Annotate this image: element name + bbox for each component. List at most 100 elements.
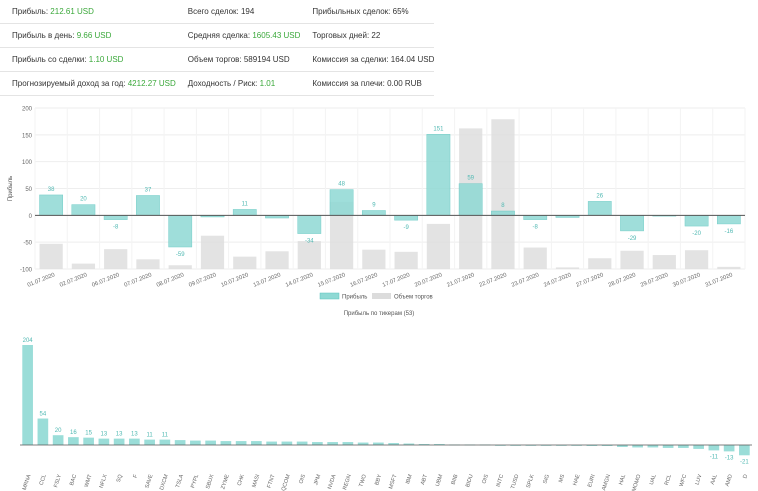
x-tick-label: 27.07.2020 [575, 272, 604, 288]
volume-bar [684, 250, 709, 269]
x-tick-label: UAL [649, 474, 658, 486]
x-tick-label: F [133, 473, 140, 479]
x-tick-label: BIIB [451, 473, 460, 485]
volume-bar [620, 250, 644, 269]
stat-value: 164.04 USD [390, 55, 435, 64]
x-tick-label: 01.07.2020 [27, 272, 56, 288]
x-tick-label: 06.07.2020 [91, 272, 120, 288]
ticker-bar [373, 442, 384, 445]
x-tick-label: QCOM [281, 473, 292, 491]
ticker-bar [388, 443, 399, 445]
y-axis-label: Прибыль [8, 176, 14, 201]
ticker-bar [342, 442, 354, 445]
profit-bar [426, 134, 451, 216]
stat-label: Прибыль со сделки: [12, 55, 87, 64]
volume-bar [104, 249, 128, 269]
x-tick-label: MOMO [631, 473, 642, 491]
stat-value: 9.66 USD [76, 31, 112, 40]
x-tick-label: 21.07.2020 [446, 272, 475, 288]
x-tick-label: BBY [374, 473, 383, 486]
x-tick-label: AAL [710, 474, 719, 486]
x-tick-label: BAC [69, 474, 78, 487]
profit-data-label: -59 [176, 252, 185, 258]
ticker-bar [632, 445, 643, 448]
profit-data-label: -34 [305, 239, 314, 245]
x-tick-label: 30.07.2020 [672, 272, 701, 288]
ticker-bar [693, 445, 704, 449]
x-tick-label: 07.07.2020 [124, 272, 153, 288]
volume-bar [523, 247, 547, 269]
stat-value: 65% [392, 7, 409, 16]
ticker-bar [159, 439, 171, 445]
profit-bar [523, 215, 548, 220]
volume-bar [555, 267, 580, 269]
stat-label: Торговых дней: [312, 31, 370, 40]
y-tick-label: -50 [23, 241, 32, 247]
stat-cell: Прибыль: 212.61 USD [0, 0, 176, 24]
x-tick-label: PYPL [190, 474, 200, 489]
stat-cell: Комиссия за сделки: 164.04 USD [300, 47, 435, 72]
y-tick-label: 100 [22, 160, 33, 166]
profit-data-label: -29 [628, 236, 637, 242]
volume-bar [200, 235, 225, 269]
ticker-data-label: -11 [710, 454, 719, 460]
x-tick-label: ZYME [220, 473, 231, 490]
x-tick-label: 23.07.2020 [511, 272, 540, 288]
stat-value: 194 [240, 7, 255, 16]
ticker-bar [723, 445, 735, 452]
ticker-bar [251, 441, 262, 445]
stat-value: 0.00 RUB [387, 79, 422, 88]
profit-bar [39, 194, 64, 216]
stat-label: Прибыльных сделок: [312, 7, 391, 16]
ticker-bar [296, 441, 308, 445]
x-tick-label: 09.07.2020 [188, 272, 217, 288]
x-tick-label: DXCM [159, 473, 170, 491]
x-tick-label: TUSD [510, 474, 520, 490]
x-tick-label: RCL [664, 474, 673, 486]
x-tick-label: UBM [435, 473, 445, 487]
x-tick-label: IBM [405, 473, 414, 485]
profit-bar [491, 210, 515, 216]
stat-cell: Прогнозируемый доход за год: 4212.27 USD [0, 71, 176, 96]
stats-row: Прогнозируемый доход за год: 4212.27 USD… [0, 71, 435, 96]
profit-data-label: 48 [338, 182, 345, 188]
profit-data-label: -8 [113, 225, 119, 231]
x-tick-label: HAE [572, 473, 581, 486]
ticker-bar [113, 438, 125, 445]
profit-data-label: 37 [145, 187, 152, 193]
stat-value: 22 [371, 31, 381, 40]
x-tick-label: CHK [237, 473, 246, 486]
ticker-data-label: 13 [116, 432, 123, 438]
ticker-bar [205, 440, 216, 445]
stat-label: Прибыль в день: [12, 31, 75, 40]
ticker-data-label: 15 [85, 431, 92, 437]
x-tick-label: 10.07.2020 [220, 272, 249, 288]
stat-cell: Всего сделок: 194 [175, 0, 301, 24]
x-tick-label: REGN [342, 474, 353, 491]
x-tick-label: 28.07.2020 [608, 272, 637, 288]
stat-label: Всего сделок: [187, 7, 239, 16]
x-tick-label: SAVE [144, 473, 154, 489]
daily-profit-chart: 200 150 100 50 0 -50 -100 Прибыль 38 01.07.2020 20… [8, 107, 746, 301]
ticker-bar [281, 441, 293, 445]
volume-bar [265, 251, 289, 269]
profit-bar [329, 189, 354, 216]
ticker-bar [327, 442, 338, 445]
volume-bar [426, 223, 451, 269]
x-tick-label: 16.07.2020 [349, 272, 378, 288]
x-tick-label: OIS [481, 473, 490, 484]
x-tick-label: 17.07.2020 [382, 272, 411, 288]
volume-bar [233, 256, 257, 269]
profit-bar [684, 215, 709, 227]
x-tick-label: TSLA [175, 473, 185, 488]
ticker-data-label: 13 [101, 432, 108, 438]
profit-data-label: 59 [467, 176, 474, 182]
x-tick-label: SPLK [526, 473, 536, 489]
ticker-bar [190, 440, 201, 445]
ticker-bar [403, 443, 415, 445]
profit-data-label: 151 [433, 126, 444, 132]
profit-bar [620, 215, 644, 232]
x-tick-label: 08.07.2020 [156, 272, 185, 288]
profit-bar [168, 215, 193, 248]
stat-cell: Прибыль со сделки: 1.10 USD [0, 47, 176, 72]
